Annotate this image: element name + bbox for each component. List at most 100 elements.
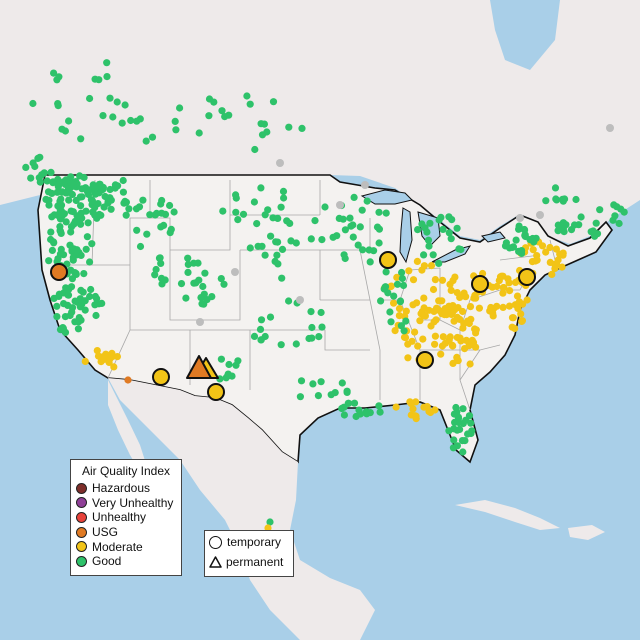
monitor-dot	[176, 104, 184, 112]
monitor-dot	[77, 135, 85, 143]
monitor-dot	[440, 311, 449, 319]
monitor-dot	[392, 403, 400, 411]
monitor-dot	[64, 285, 72, 294]
monitor-dot	[405, 267, 413, 275]
monitor-dot	[170, 208, 178, 216]
monitor-dot	[97, 358, 105, 366]
monitor-dot	[409, 405, 417, 413]
legend-temporary-label: temporary	[227, 535, 282, 549]
monitor-dot	[59, 324, 67, 332]
monitor-dot	[278, 245, 287, 253]
monitor-dot	[559, 197, 567, 205]
monitor-dot	[435, 297, 443, 305]
monitor-dot	[274, 238, 282, 246]
monitor-dot	[53, 188, 61, 196]
monitor-dot	[465, 342, 473, 350]
monitor-dot	[523, 296, 531, 304]
legend-temporary: temporary	[205, 533, 293, 551]
circle-icon	[209, 535, 222, 549]
monitor-dot	[269, 98, 278, 106]
monitor-dot	[68, 246, 76, 254]
monitor-dot	[77, 286, 85, 294]
monitor-dot	[107, 205, 115, 213]
monitor-dot	[381, 283, 389, 291]
legend-item: Hazardous	[71, 481, 181, 496]
monitor-dot	[529, 246, 537, 254]
monitor-dot	[264, 524, 272, 532]
monitor-dot	[232, 208, 240, 216]
monitor-dot	[454, 414, 463, 422]
monitor-dot	[194, 259, 202, 267]
monitor-dot	[350, 193, 358, 201]
legend-item: Moderate	[71, 539, 181, 554]
monitor-dot	[445, 213, 453, 221]
monitor-dot	[472, 326, 480, 334]
monitor-dot	[615, 219, 623, 228]
monitor-dot	[48, 246, 57, 254]
monitor-dot	[77, 209, 85, 217]
monitor-dot	[60, 210, 68, 218]
monitor-dot	[536, 211, 544, 219]
monitor-dot	[120, 199, 128, 207]
monitor-dot	[504, 275, 512, 283]
cuba	[455, 500, 560, 530]
monitor-dot	[339, 215, 347, 223]
monitor-dot	[298, 124, 306, 132]
monitor-dot	[375, 239, 383, 247]
monitor-dot	[234, 216, 242, 224]
monitor-dot	[467, 419, 475, 427]
monitor-dot	[596, 206, 604, 214]
monitor-dot	[97, 211, 105, 219]
monitor-dot	[453, 224, 461, 232]
monitor-dot	[92, 311, 100, 320]
monitor-dot	[205, 95, 214, 103]
monitor-dot	[349, 233, 357, 241]
canada-landmass	[0, 0, 640, 244]
monitor-dot	[276, 159, 284, 167]
monitor-dot	[76, 303, 84, 311]
monitor-dot	[420, 294, 428, 302]
monitor-dot	[111, 181, 119, 189]
monitor-dot	[258, 131, 267, 139]
monitor-dot	[277, 341, 285, 349]
monitor-dot	[125, 205, 133, 213]
monitor-dot	[386, 308, 394, 316]
monitor-dot	[356, 410, 365, 418]
monitor-dot	[292, 239, 300, 247]
temporary-monitor-moderate	[471, 275, 489, 293]
monitor-dot	[285, 123, 293, 131]
monitor-dot	[62, 176, 70, 184]
monitor-dot	[153, 209, 161, 217]
hudson-bay-area	[490, 0, 560, 70]
monitor-dot	[321, 203, 329, 211]
monitor-dot	[416, 317, 424, 325]
monitor-dot	[359, 246, 367, 254]
monitor-dot	[231, 268, 239, 276]
monitor-dot	[286, 219, 294, 227]
monitor-dot	[285, 297, 293, 305]
monitor-dot	[366, 258, 374, 266]
monitor-dot	[146, 211, 154, 219]
monitor-dot	[499, 289, 507, 297]
monitor-dot	[110, 363, 118, 371]
monitor-dot	[217, 275, 225, 283]
monitor-dot	[208, 293, 216, 301]
monitor-dot	[257, 336, 265, 344]
monitor-dot	[459, 405, 467, 413]
monitor-dot	[278, 274, 286, 282]
monitor-dot	[567, 226, 576, 234]
monitor-dot	[462, 293, 470, 301]
monitor-dot	[384, 289, 392, 297]
monitor-dot	[91, 184, 99, 192]
monitor-dot	[390, 292, 398, 300]
monitor-dot	[592, 219, 600, 227]
monitor-dot	[340, 251, 348, 259]
monitor-dot	[533, 252, 541, 260]
monitor-dot	[205, 112, 213, 120]
monitor-dot	[55, 73, 63, 81]
monitor-dot	[499, 284, 507, 292]
monitor-dot	[29, 99, 37, 108]
lake-ontario	[481, 231, 506, 243]
legend-permanent-label: permanent	[226, 555, 284, 569]
monitor-dot	[396, 297, 405, 305]
